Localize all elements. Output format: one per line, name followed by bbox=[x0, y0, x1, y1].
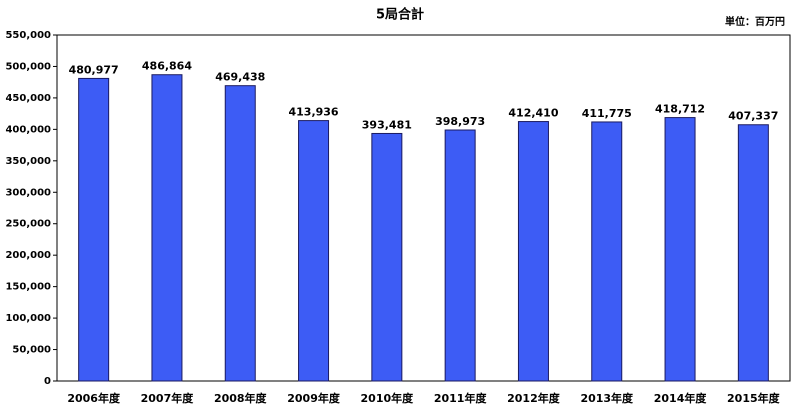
y-tick-label: 450,000 bbox=[5, 93, 51, 104]
bar bbox=[737, 124, 769, 382]
chart-title: 5局合計 bbox=[376, 7, 424, 23]
x-tick-label: 2012年度 bbox=[507, 391, 561, 405]
plot-area bbox=[56, 34, 791, 382]
y-tick-label: 550,000 bbox=[5, 30, 51, 41]
x-tick-label: 2013年度 bbox=[580, 391, 634, 405]
y-tick-label: 150,000 bbox=[5, 282, 51, 293]
y-tick-label: 350,000 bbox=[5, 156, 51, 167]
x-tick-label: 2007年度 bbox=[141, 391, 195, 405]
bar bbox=[78, 77, 110, 382]
x-tick-label: 2010年度 bbox=[361, 391, 415, 405]
bar bbox=[298, 120, 330, 382]
y-tick-label: 200,000 bbox=[5, 250, 51, 261]
data-label: 469,438 bbox=[215, 71, 265, 84]
data-label: 411,775 bbox=[582, 107, 632, 120]
x-tick-label: 2015年度 bbox=[727, 391, 781, 405]
x-tick-label: 2014年度 bbox=[654, 391, 708, 405]
x-tick-label: 2011年度 bbox=[434, 391, 488, 405]
bar bbox=[371, 132, 403, 382]
data-label: 418,712 bbox=[655, 103, 705, 116]
data-label: 413,936 bbox=[288, 106, 338, 119]
data-label: 486,864 bbox=[142, 60, 192, 73]
x-tick-label: 2006年度 bbox=[67, 391, 121, 405]
bar bbox=[517, 121, 549, 382]
data-label: 480,977 bbox=[69, 63, 119, 76]
data-label: 398,973 bbox=[435, 115, 485, 128]
y-tick-label: 0 bbox=[44, 376, 51, 387]
bar bbox=[224, 85, 256, 382]
x-tick-label: 2009年度 bbox=[287, 391, 341, 405]
y-tick-label: 100,000 bbox=[5, 313, 51, 324]
data-label: 393,481 bbox=[362, 118, 412, 131]
data-label: 412,410 bbox=[508, 107, 558, 120]
bar bbox=[151, 74, 183, 382]
x-tick-label: 2008年度 bbox=[214, 391, 268, 405]
y-tick-label: 50,000 bbox=[12, 345, 51, 356]
y-tick-label: 250,000 bbox=[5, 219, 51, 230]
data-label: 407,337 bbox=[728, 110, 778, 123]
bar bbox=[444, 129, 476, 382]
y-tick-label: 400,000 bbox=[5, 124, 51, 135]
y-tick-label: 500,000 bbox=[5, 61, 51, 72]
bar bbox=[664, 117, 696, 382]
y-tick-label: 300,000 bbox=[5, 187, 51, 198]
bar bbox=[591, 121, 623, 382]
unit-label: 単位：百万円 bbox=[725, 15, 785, 28]
